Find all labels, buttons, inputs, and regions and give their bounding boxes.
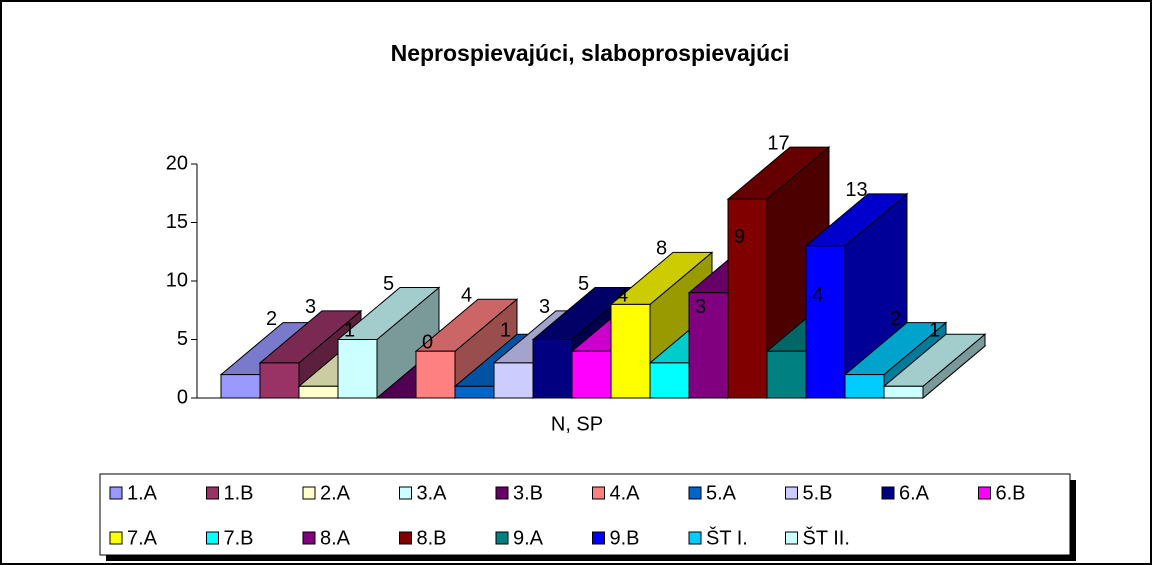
legend-label: 5.B — [803, 482, 833, 504]
data-label: 3 — [539, 296, 550, 318]
legend-swatch — [592, 486, 605, 500]
legend-label: 7.B — [224, 527, 254, 549]
legend-swatch — [302, 486, 316, 500]
legend-swatch — [592, 531, 605, 545]
legend-label: 8.B — [417, 527, 447, 549]
legend-swatch — [688, 486, 702, 500]
bar — [766, 350, 807, 399]
legend-swatch — [206, 486, 219, 500]
bar — [649, 362, 690, 399]
legend-swatch — [785, 531, 798, 545]
bar — [454, 385, 495, 399]
y-tick-label: 15 — [166, 211, 188, 233]
legend-label: ŠT II. — [803, 526, 850, 549]
legend-swatch — [109, 486, 123, 500]
legend-label: 9.B — [610, 527, 640, 549]
legend-swatch — [495, 531, 509, 545]
legend-label: 3.A — [417, 482, 448, 504]
legend-swatch — [495, 486, 509, 500]
bar — [883, 385, 924, 399]
data-label: 2 — [266, 308, 277, 330]
bar — [259, 362, 300, 399]
bar — [493, 362, 534, 399]
data-label: 4 — [812, 284, 823, 306]
legend-label: 7.A — [127, 527, 158, 549]
bar — [571, 350, 612, 399]
legend-swatch — [785, 486, 798, 500]
y-tick-label: 20 — [166, 152, 188, 174]
data-label: 4 — [617, 284, 628, 306]
legend-label: 5.A — [706, 482, 737, 504]
legend-swatch — [109, 531, 123, 545]
legend-label: 4.A — [610, 482, 641, 504]
legend-label: 9.A — [513, 527, 544, 549]
legend-swatch — [302, 531, 316, 545]
legend-swatch — [881, 486, 895, 500]
legend-label: 3.B — [513, 482, 543, 504]
legend-label: 2.A — [320, 482, 351, 504]
legend-swatch — [399, 531, 412, 545]
legend-swatch — [206, 531, 219, 545]
legend-label: 1.B — [224, 482, 254, 504]
legend-swatch — [978, 486, 991, 500]
bar — [610, 303, 651, 399]
bar — [727, 198, 768, 399]
chart-title: Neprospievajúci, slaboprospievajúci — [391, 40, 790, 66]
bar — [688, 292, 729, 399]
legend-label: 8.A — [320, 527, 351, 549]
bar — [844, 374, 885, 399]
data-label: 4 — [461, 284, 472, 306]
bar — [337, 339, 378, 399]
data-label: 5 — [383, 273, 394, 295]
data-label: 3 — [305, 296, 316, 318]
data-label: 3 — [695, 296, 706, 318]
data-label: 1 — [344, 320, 355, 342]
bar — [220, 374, 261, 399]
data-label: 8 — [656, 238, 667, 260]
legend-label: ŠT I. — [706, 526, 748, 549]
data-label: 5 — [578, 273, 589, 295]
bar — [415, 350, 456, 399]
data-label: 1 — [929, 320, 940, 342]
y-tick-label: 5 — [177, 328, 188, 350]
legend — [99, 473, 1071, 556]
data-label: 13 — [845, 179, 867, 201]
data-label: 9 — [734, 226, 745, 248]
x-tick-label: N, SP — [551, 413, 603, 435]
legend-label: 6.B — [996, 482, 1026, 504]
bar — [805, 245, 846, 399]
data-label: 2 — [890, 308, 901, 330]
y-tick-label: 0 — [177, 386, 188, 408]
data-label: 17 — [767, 132, 789, 154]
bar — [298, 385, 339, 399]
legend-swatch — [688, 531, 702, 545]
y-tick-label: 10 — [166, 269, 188, 291]
data-label: 0 — [422, 331, 433, 353]
legend-label: 6.A — [899, 482, 930, 504]
legend-swatch — [399, 486, 412, 500]
legend-label: 1.A — [127, 482, 158, 504]
data-label: 1 — [500, 320, 511, 342]
bar — [532, 339, 573, 399]
